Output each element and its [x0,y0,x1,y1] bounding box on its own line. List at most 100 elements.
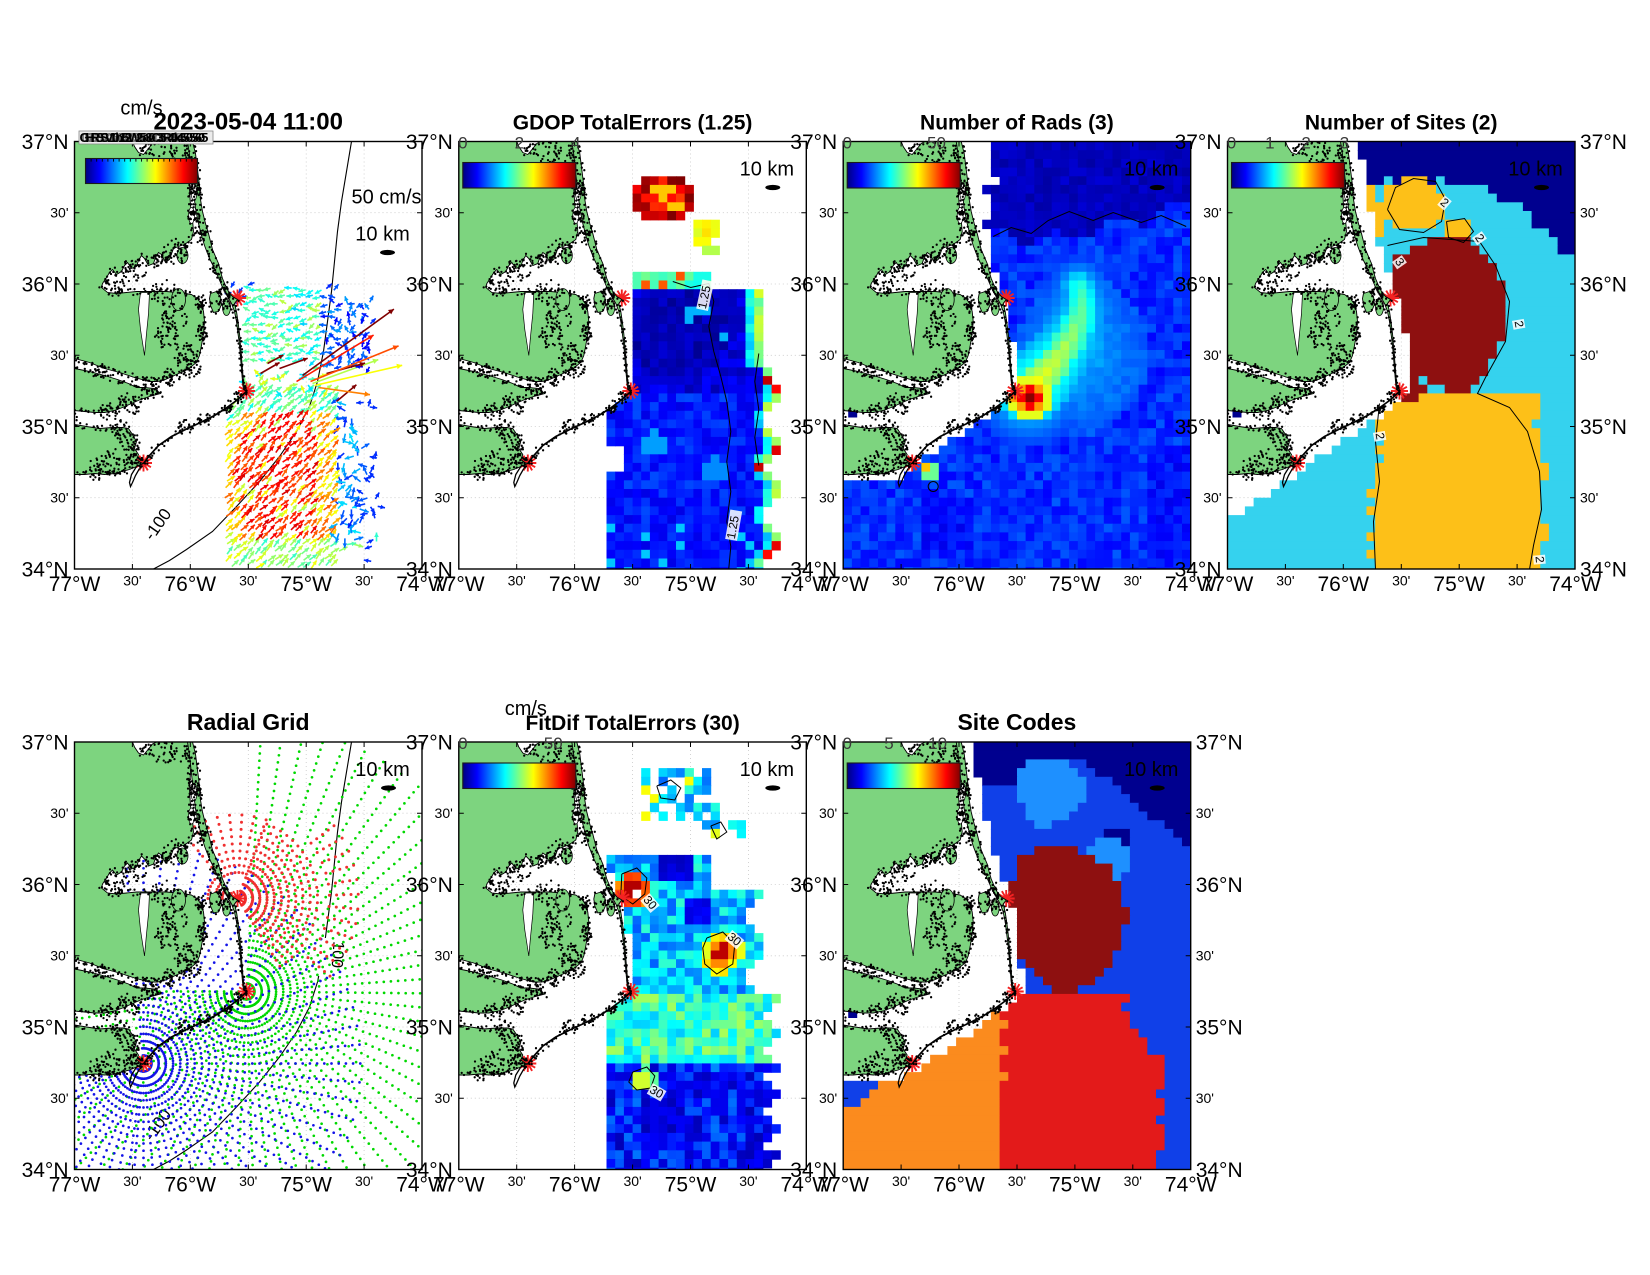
svg-text:35°N: 35°N [1175,416,1222,439]
svg-text:30': 30' [1203,347,1221,363]
svg-text:30': 30' [739,1173,757,1189]
svg-text:75°W: 75°W [665,573,717,596]
svg-text:76°W: 76°W [1318,573,1370,596]
svg-text:30': 30' [239,573,257,589]
svg-text:30': 30' [435,205,453,221]
svg-text:35°N: 35°N [790,1016,837,1039]
svg-text:37°N: 37°N [790,731,837,754]
svg-text:30': 30' [50,205,68,221]
svg-text:30': 30' [50,490,68,506]
svg-text:1.25: 1.25 [695,284,714,310]
svg-text:4: 4 [571,134,580,153]
svg-text:35°N: 35°N [22,416,69,439]
svg-text:30': 30' [623,1173,641,1189]
svg-text:77°W: 77°W [1202,573,1254,596]
svg-text:34°N: 34°N [22,1159,69,1182]
svg-text:30': 30' [1124,1173,1142,1189]
svg-text:74°W: 74°W [1549,573,1601,596]
svg-text:50 cm/s: 50 cm/s [351,187,421,209]
svg-text:75°W: 75°W [280,1174,332,1197]
svg-text:37°N: 37°N [1196,731,1243,754]
svg-text:30': 30' [1196,948,1214,964]
svg-text:30': 30' [355,1173,373,1189]
svg-text:30': 30' [819,205,837,221]
svg-text:30': 30' [1008,1173,1026,1189]
svg-text:35°N: 35°N [406,416,453,439]
svg-text:76°W: 76°W [165,573,217,596]
svg-text:30': 30' [819,805,837,821]
svg-text:34°N: 34°N [1196,1159,1243,1182]
svg-text:30': 30' [1203,205,1221,221]
svg-text:35°N: 35°N [790,416,837,439]
svg-text:76°W: 76°W [549,573,601,596]
svg-text:34°N: 34°N [406,558,453,581]
svg-text:0: 0 [842,734,851,753]
svg-text:35°N: 35°N [1580,416,1627,439]
svg-text:30': 30' [819,490,837,506]
svg-text:30': 30' [123,1173,141,1189]
svg-text:37°N: 37°N [22,731,69,754]
svg-text:37°N: 37°N [22,131,69,154]
svg-text:3: 3 [1340,134,1349,153]
svg-text:cm/s: cm/s [505,698,547,720]
svg-text:36°N: 36°N [1175,273,1222,296]
svg-text:34°N: 34°N [1580,558,1627,581]
svg-text:10 km: 10 km [1124,759,1178,781]
svg-text:1: 1 [1265,134,1274,153]
svg-text:75°W: 75°W [665,1174,717,1197]
svg-text:77°W: 77°W [433,1174,485,1197]
svg-text:37°N: 37°N [406,731,453,754]
svg-text:30': 30' [819,948,837,964]
svg-text:GHRSSV10b152W25a30C35R40k45505: GHRSSV10b152W25a30C35R40k455055605 [80,130,209,145]
svg-text:76°W: 76°W [549,1174,601,1197]
svg-text:30': 30' [50,1090,68,1106]
svg-text:36°N: 36°N [406,273,453,296]
svg-text:76°W: 76°W [165,1174,217,1197]
svg-text:75°W: 75°W [280,573,332,596]
svg-text:30': 30' [123,573,141,589]
svg-text:76°W: 76°W [933,573,985,596]
svg-text:30': 30' [435,805,453,821]
svg-text:75°W: 75°W [1433,573,1485,596]
svg-text:37°N: 37°N [406,131,453,154]
svg-text:10 km: 10 km [740,759,794,781]
svg-text:74°W: 74°W [396,1174,448,1197]
svg-text:30': 30' [1196,1090,1214,1106]
svg-text:36°N: 36°N [22,273,69,296]
svg-text:30': 30' [1008,573,1026,589]
svg-text:75°W: 75°W [1049,1174,1101,1197]
svg-text:35°N: 35°N [406,1016,453,1039]
svg-text:30': 30' [1580,490,1598,506]
svg-text:10 km: 10 km [355,224,409,246]
svg-text:2: 2 [1512,320,1527,329]
svg-text:30': 30' [623,573,641,589]
svg-text:35°N: 35°N [1196,1016,1243,1039]
svg-text:10 km: 10 km [1508,159,1562,181]
svg-text:34°N: 34°N [22,558,69,581]
svg-text:37°N: 37°N [1175,131,1222,154]
svg-text:30': 30' [50,347,68,363]
svg-text:76°W: 76°W [933,1174,985,1197]
svg-text:77°W: 77°W [817,1174,869,1197]
svg-text:FitDif TotalErrors (30): FitDif TotalErrors (30) [525,712,739,735]
svg-text:30': 30' [1276,573,1294,589]
svg-text:36°N: 36°N [790,874,837,897]
svg-text:10 km: 10 km [1124,159,1178,181]
svg-text:2: 2 [515,134,524,153]
svg-text:36°N: 36°N [790,273,837,296]
svg-text:30: 30 [647,1082,666,1101]
svg-text:10 km: 10 km [740,159,794,181]
svg-text:0: 0 [1227,134,1236,153]
svg-text:5: 5 [884,734,893,753]
svg-text:34°N: 34°N [406,1159,453,1182]
svg-text:Radial Grid: Radial Grid [187,709,310,735]
svg-text:34°N: 34°N [1175,558,1222,581]
svg-text:36°N: 36°N [22,874,69,897]
svg-text:35°N: 35°N [22,1016,69,1039]
svg-text:37°N: 37°N [790,131,837,154]
svg-text:77°W: 77°W [49,573,101,596]
svg-text:30': 30' [819,1090,837,1106]
svg-text:30': 30' [1392,573,1410,589]
svg-text:50: 50 [544,734,563,753]
svg-text:10: 10 [928,734,947,753]
